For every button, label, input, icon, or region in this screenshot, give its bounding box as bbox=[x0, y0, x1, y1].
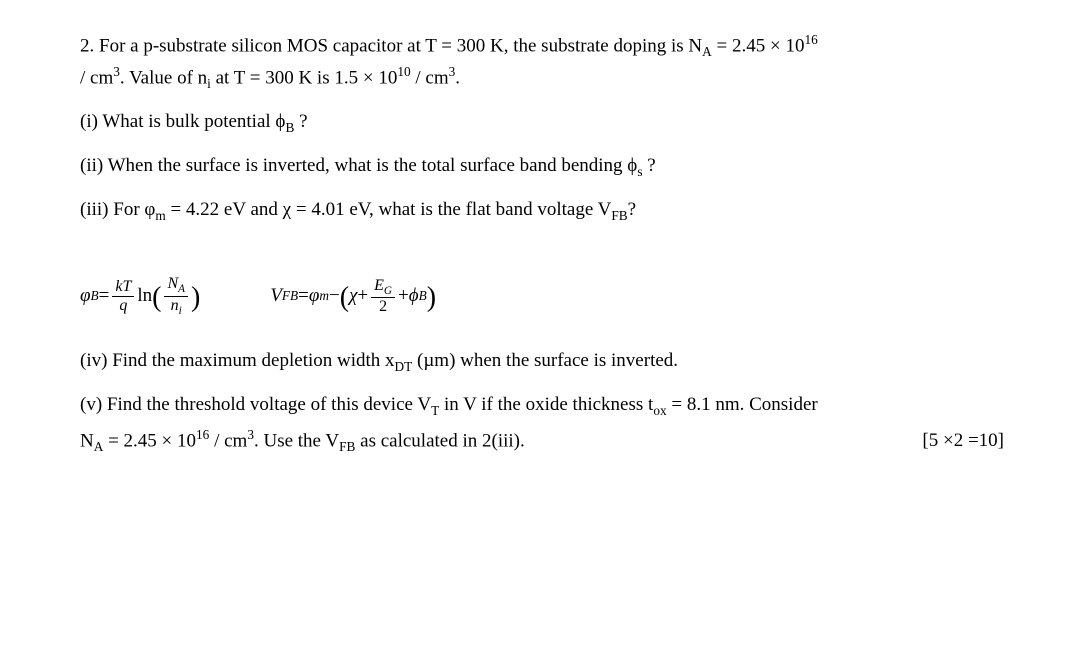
problem-intro: 2. For a p-substrate silicon MOS capacit… bbox=[80, 30, 1004, 94]
part-ii: (ii) When the surface is inverted, what … bbox=[80, 152, 1004, 182]
problem-number: 2. bbox=[80, 35, 94, 56]
part-i: (i) What is bulk potential ϕB ? bbox=[80, 108, 1004, 138]
formula-VFB: VFB = φm − ( χ + EG 2 + ϕB ) bbox=[270, 277, 436, 316]
part-v: (v) Find the threshold voltage of this d… bbox=[80, 391, 1004, 421]
marks-label: [5 ×2 =10] bbox=[922, 430, 1004, 452]
part-iv: (iv) Find the maximum depletion width xD… bbox=[80, 347, 1004, 377]
part-iii: (iii) For φm = 4.22 eV and χ = 4.01 eV, … bbox=[80, 196, 1004, 226]
formula-section: φB = kT q ln ( NA ni ) VFB = φm − ( χ + … bbox=[80, 275, 1004, 317]
part-v-line2: NA = 2.45 × 1016 / cm3. Use the VFB as c… bbox=[80, 425, 1004, 457]
formula-phiB: φB = kT q ln ( NA ni ) bbox=[80, 275, 200, 317]
